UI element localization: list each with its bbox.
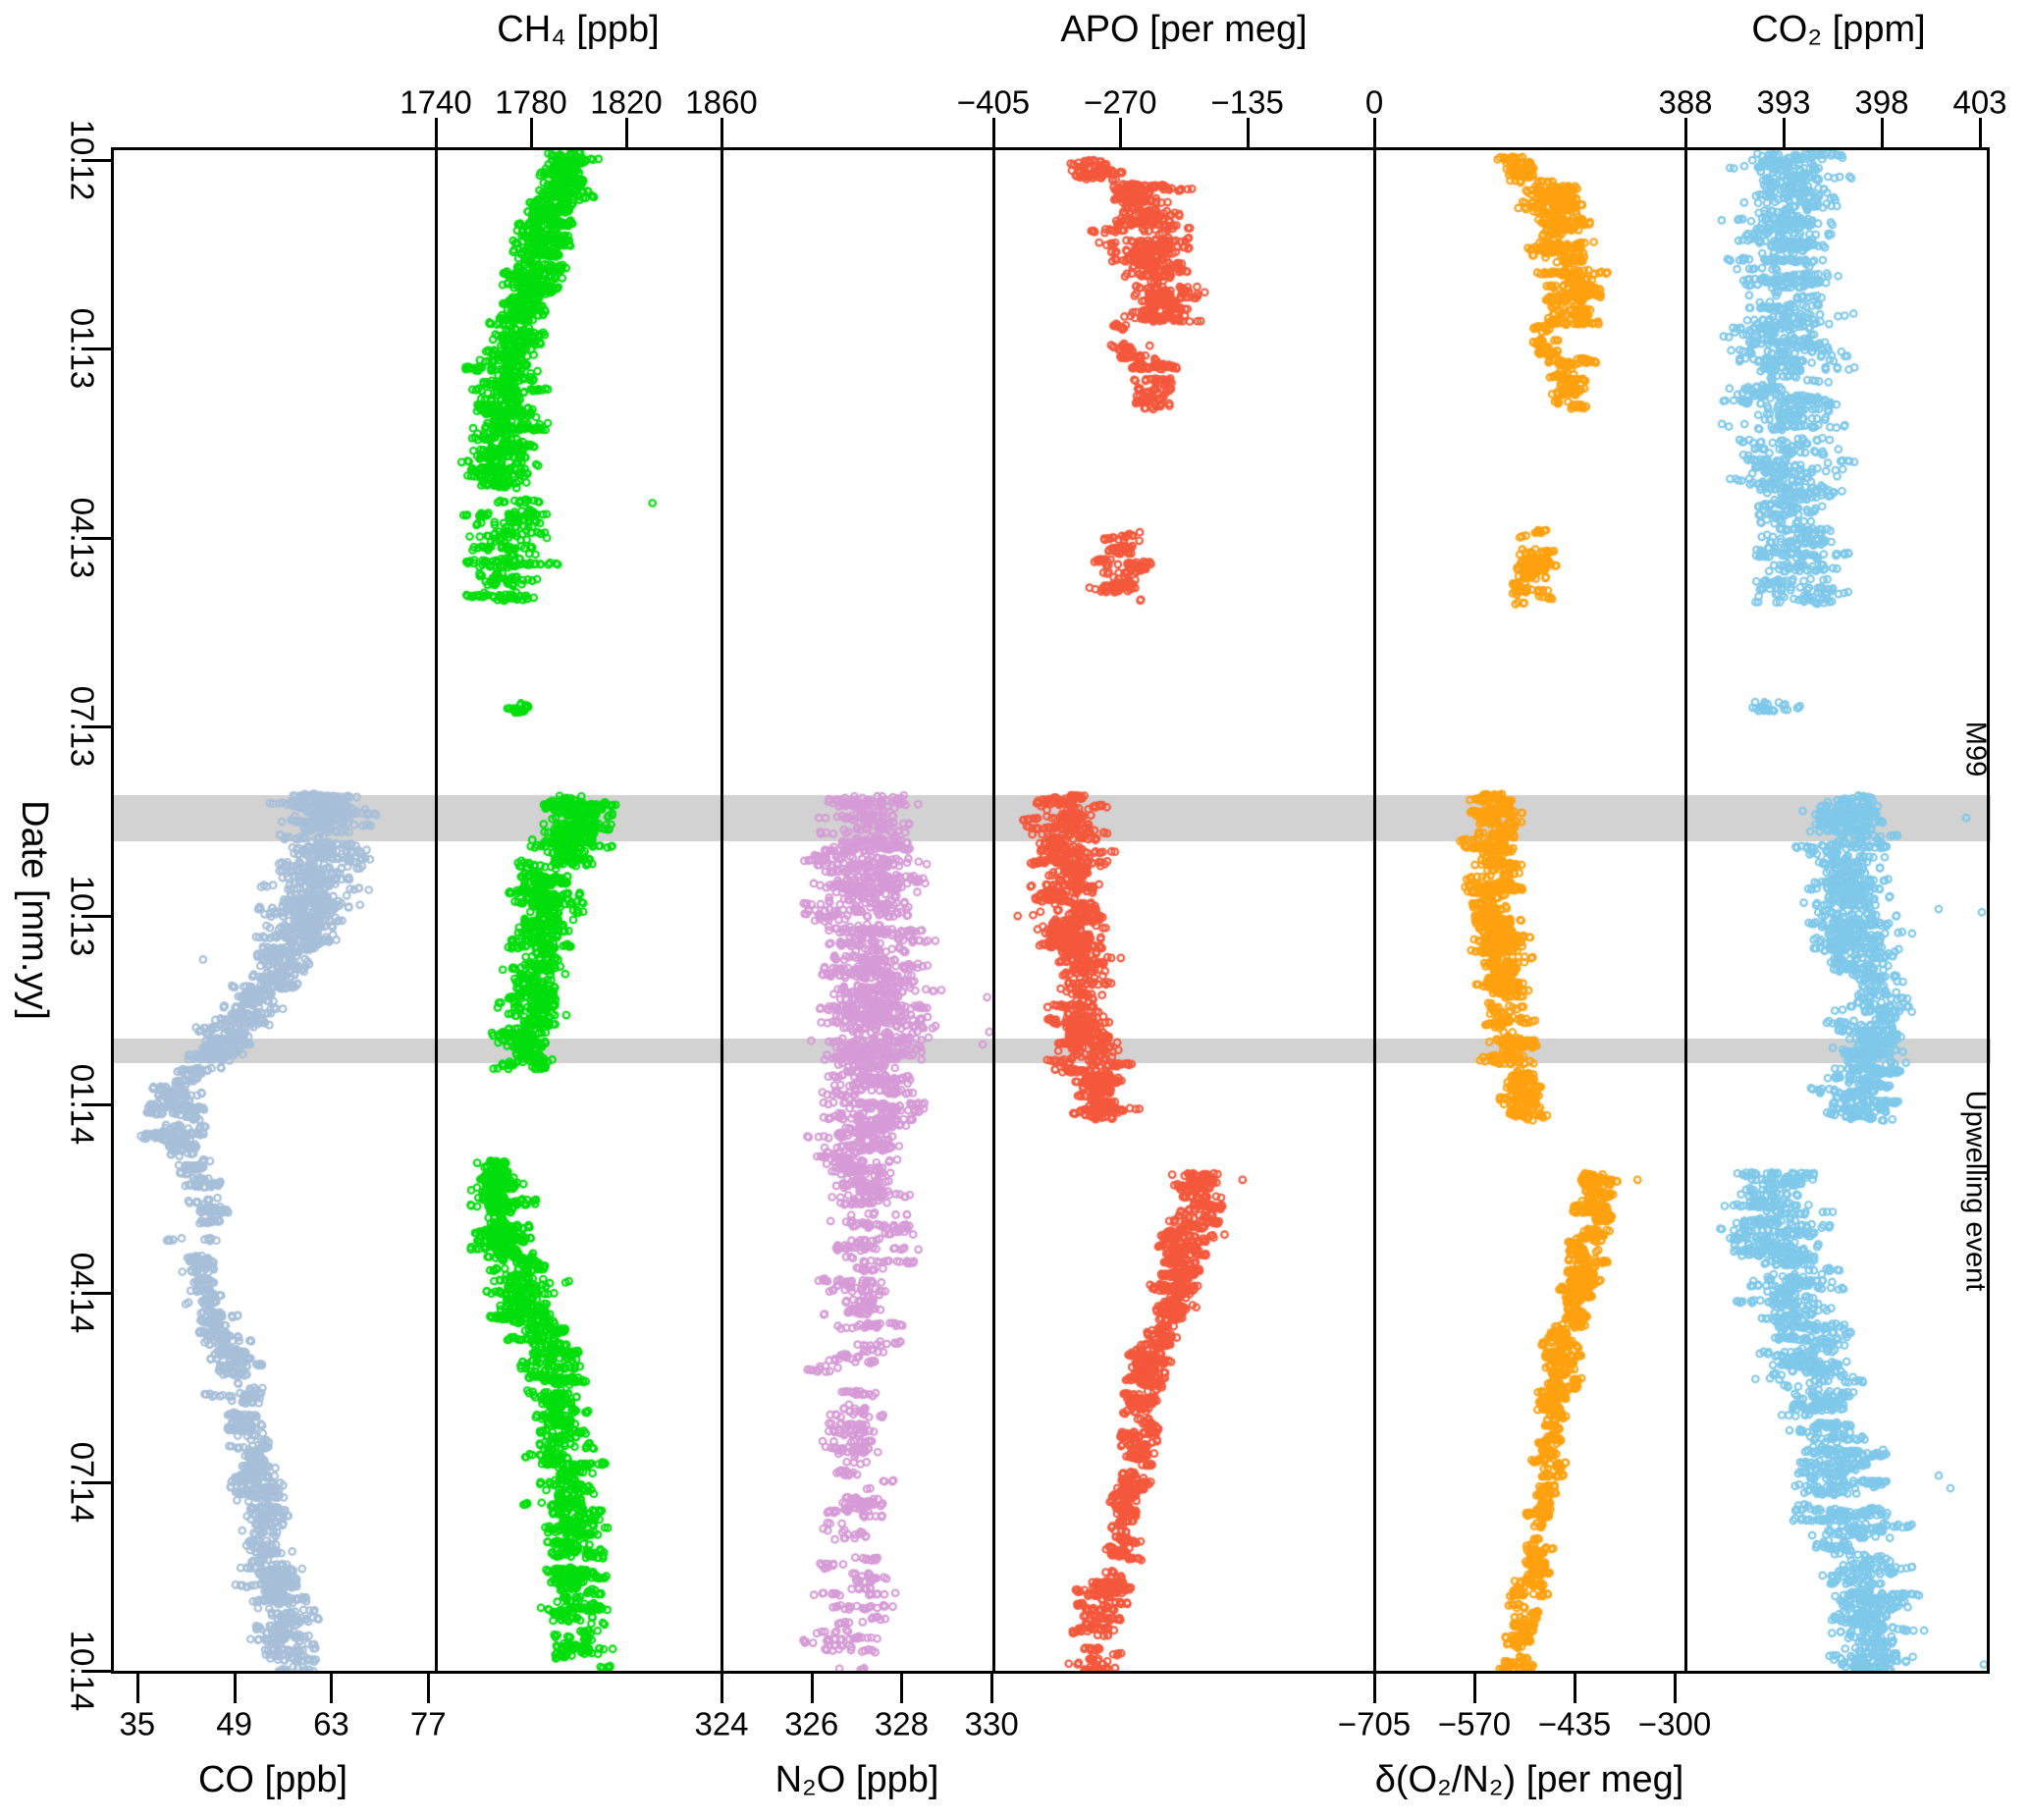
axis-title-n2o: N₂O [ppb] (774, 1759, 939, 1800)
panel-divider (435, 147, 438, 1674)
tick-label-do2n2: −705 (1337, 1705, 1412, 1742)
tick-co (135, 1674, 139, 1703)
axis-title-co2: CO₂ [ppm] (1751, 9, 1926, 50)
axis-title-date: Date [mm.yy] (14, 800, 55, 1020)
tick-label-date: 04.13 (64, 497, 101, 579)
tick-ch4 (435, 118, 438, 147)
tick-n2o (990, 1674, 994, 1703)
tick-label-n2o: 330 (964, 1705, 1019, 1742)
tick-date (81, 725, 111, 729)
tick-label-co2: 388 (1658, 83, 1713, 121)
tick-label-date: 07.13 (64, 685, 101, 768)
tick-label-n2o: 326 (784, 1705, 839, 1742)
annotation-m99: M99 (1959, 721, 1992, 777)
tick-label-date: 10.14 (64, 1630, 101, 1712)
axis-title-do2n2: δ(O₂/N₂) [per meg] (1374, 1759, 1684, 1800)
tick-label-date: 01.14 (64, 1063, 101, 1146)
tick-co2 (1881, 118, 1884, 147)
tick-date (81, 1292, 111, 1296)
tick-label-co2: 393 (1756, 83, 1811, 121)
plot-border (111, 147, 1990, 1674)
tick-label-co: 49 (216, 1705, 252, 1742)
tick-do2n2 (1373, 1674, 1376, 1703)
annotation-upwelling-event: Upwelling event (1959, 1090, 1992, 1292)
tick-ch4 (721, 118, 723, 147)
tick-label-date: 10.13 (64, 875, 101, 956)
tick-label-date: 07.14 (64, 1441, 101, 1523)
tick-label-co: 63 (313, 1705, 349, 1742)
axis-title-co: CO [ppb] (197, 1759, 348, 1800)
tick-label-do2n2: −435 (1537, 1705, 1612, 1742)
tick-ch4 (530, 118, 533, 147)
tick-label-co2: 398 (1854, 83, 1909, 121)
tick-label-do2n2: −300 (1637, 1705, 1712, 1742)
tick-label-apo: 0 (1364, 83, 1384, 121)
tick-co2 (1979, 118, 1982, 147)
tick-co (233, 1674, 237, 1703)
tick-date (81, 348, 111, 351)
tick-date (81, 1480, 111, 1484)
tick-label-n2o: 328 (874, 1705, 929, 1742)
panel-divider (992, 147, 995, 1674)
tick-label-co2: 403 (1952, 83, 2007, 121)
tick-label-date: 04.14 (64, 1252, 101, 1334)
tick-label-ch4: 1860 (685, 83, 758, 121)
tick-date (81, 1670, 111, 1673)
tick-co (330, 1674, 334, 1703)
tick-label-apo: −270 (1084, 83, 1157, 121)
tick-do2n2 (1574, 1674, 1577, 1703)
tick-date (81, 914, 111, 918)
tick-label-ch4: 1820 (590, 83, 663, 121)
tick-ch4 (625, 118, 628, 147)
tick-co2 (1783, 118, 1786, 147)
tick-label-apo: −135 (1210, 83, 1284, 121)
tick-label-do2n2: −570 (1437, 1705, 1512, 1742)
tick-apo (1373, 118, 1376, 147)
tick-n2o (900, 1674, 904, 1703)
panel-divider (1373, 147, 1376, 1674)
panel-divider (1684, 147, 1687, 1674)
tick-apo (1246, 118, 1250, 147)
tick-co2 (1684, 118, 1687, 147)
axis-title-apo: APO [per meg] (1060, 9, 1308, 50)
tick-apo (992, 118, 995, 147)
tick-date (81, 536, 111, 540)
axis-title-ch4: CH₄ [ppb] (497, 9, 660, 50)
tick-do2n2 (1473, 1674, 1476, 1703)
tick-label-apo: −405 (956, 83, 1031, 121)
tick-apo (1119, 118, 1123, 147)
tick-label-date: 10.12 (64, 119, 101, 201)
tick-label-date: 01.13 (64, 308, 101, 390)
tick-date (81, 159, 111, 162)
tick-date (81, 1102, 111, 1106)
tick-label-co: 77 (409, 1705, 447, 1742)
tick-label-co: 35 (119, 1705, 156, 1742)
tick-label-n2o: 324 (694, 1705, 749, 1742)
tick-label-ch4: 1780 (495, 83, 567, 121)
tick-label-ch4: 1740 (400, 83, 472, 121)
tick-do2n2 (1674, 1674, 1678, 1703)
tick-n2o (810, 1674, 814, 1703)
tick-n2o (721, 1674, 723, 1703)
panel-divider (721, 147, 723, 1674)
tick-co (427, 1674, 431, 1703)
